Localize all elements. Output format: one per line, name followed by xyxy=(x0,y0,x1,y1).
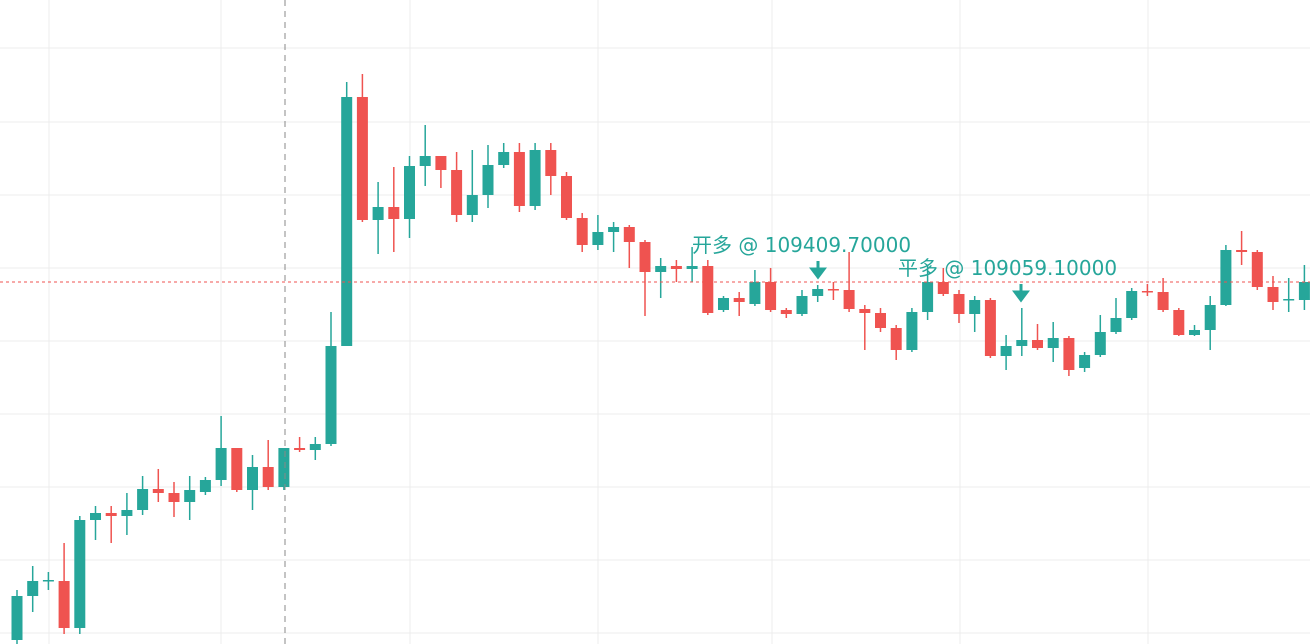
candle-body xyxy=(482,165,494,195)
candle-body xyxy=(1094,332,1106,355)
candle-body xyxy=(1079,355,1091,368)
candle-body xyxy=(875,313,886,328)
candle-body xyxy=(1220,250,1232,305)
candle-body xyxy=(780,310,792,314)
candle-body xyxy=(984,300,996,356)
candle-body xyxy=(623,227,635,242)
candle-body xyxy=(655,266,667,272)
candle-body xyxy=(498,152,510,165)
candle-body xyxy=(372,207,384,220)
candle-body xyxy=(639,242,651,272)
candle-body xyxy=(309,444,321,450)
annotation: 平多 @ 109059.10000 xyxy=(898,256,1117,280)
candle-body xyxy=(843,290,855,309)
candle-body xyxy=(953,294,965,314)
candle-body xyxy=(670,266,682,269)
candle-body xyxy=(262,467,274,487)
candle-body xyxy=(356,97,368,220)
candle-body xyxy=(184,490,196,502)
candle-body xyxy=(199,480,211,492)
candle-body xyxy=(545,150,557,176)
candle-body xyxy=(812,289,824,296)
candle-body xyxy=(152,489,164,493)
candle-body xyxy=(404,166,415,219)
candle-body xyxy=(608,227,620,232)
candle-body xyxy=(278,448,290,487)
candle-body xyxy=(937,282,949,294)
candle-body xyxy=(231,448,243,490)
candle-body xyxy=(1298,282,1310,300)
candle-body xyxy=(388,207,400,219)
candle-body xyxy=(1204,305,1216,330)
candle-body xyxy=(215,448,227,480)
candle-body xyxy=(58,581,70,628)
candle-body xyxy=(686,266,698,269)
candle-body xyxy=(466,195,478,215)
candle-body xyxy=(451,170,463,215)
candle-body xyxy=(765,282,777,310)
candle-body xyxy=(529,150,541,206)
candle-body xyxy=(1032,340,1043,348)
candle-body xyxy=(859,309,871,313)
candle-body xyxy=(137,489,149,510)
candle-body xyxy=(1016,340,1028,346)
candle-body xyxy=(325,346,337,444)
candle-body xyxy=(11,596,23,640)
candle-body xyxy=(969,300,981,314)
candle-body xyxy=(1251,252,1263,287)
candle-body xyxy=(906,312,918,350)
candle-body xyxy=(1141,291,1153,293)
candle-body xyxy=(168,493,180,502)
candle-body xyxy=(42,580,54,582)
arrow xyxy=(1012,284,1030,303)
candle-body xyxy=(1189,330,1200,335)
arrow xyxy=(809,261,827,280)
candle-body xyxy=(247,467,258,490)
candle-body xyxy=(890,328,902,350)
candle-body xyxy=(1110,318,1122,332)
candle-body xyxy=(105,513,117,516)
candle-body xyxy=(74,520,86,628)
candle-body xyxy=(419,156,431,166)
candle-body xyxy=(294,448,306,450)
candle-body xyxy=(702,266,714,313)
candle-body xyxy=(27,581,39,596)
candle-body xyxy=(827,289,839,291)
candle-body xyxy=(592,232,604,245)
candles xyxy=(11,74,1310,644)
candle-body xyxy=(1283,299,1295,301)
candle-body xyxy=(718,298,729,310)
candle-body xyxy=(576,218,588,245)
candle-body xyxy=(749,282,761,304)
annotation: 开多 @ 109409.70000 xyxy=(692,233,911,257)
candle-body xyxy=(922,282,934,312)
candle-body xyxy=(796,296,808,314)
candle-body xyxy=(1157,292,1169,310)
candle-body xyxy=(90,513,101,520)
candle-body xyxy=(1000,346,1012,356)
candle-body xyxy=(1236,250,1248,252)
candle-body xyxy=(121,510,133,516)
candle-body xyxy=(1063,338,1075,370)
candle-body xyxy=(561,176,572,218)
candle-body xyxy=(513,152,525,206)
candle-body xyxy=(1267,287,1279,302)
candle-body xyxy=(1126,291,1138,318)
candle-body xyxy=(435,156,447,170)
candle-body xyxy=(1173,310,1185,335)
candle-body xyxy=(341,97,353,346)
candle-body xyxy=(1047,338,1059,348)
candle-body xyxy=(733,298,745,302)
